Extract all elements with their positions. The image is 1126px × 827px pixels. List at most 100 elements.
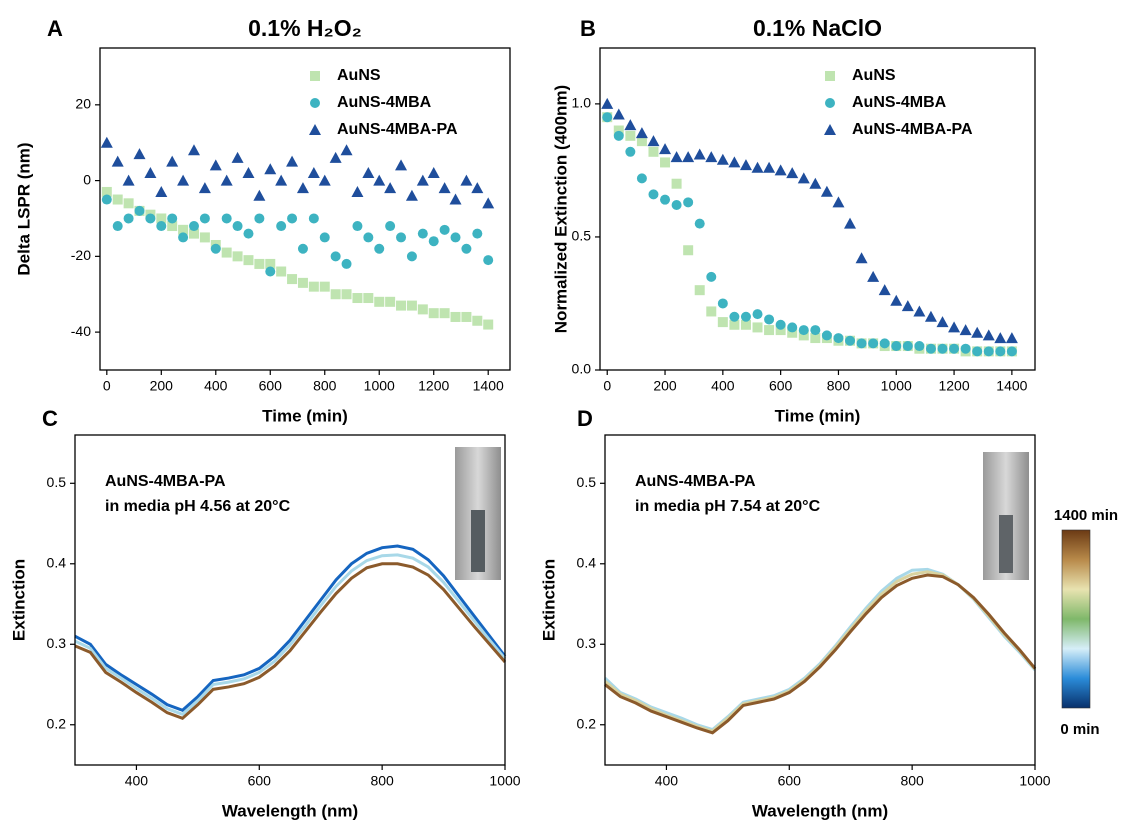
data-point — [221, 247, 232, 258]
data-point — [144, 167, 157, 179]
data-point — [625, 146, 636, 157]
data-point — [845, 335, 856, 346]
y-tick-label: 0.5 — [577, 474, 597, 490]
data-point — [296, 182, 309, 194]
data-point — [972, 346, 983, 357]
data-point — [100, 136, 113, 148]
x-tick-label: 1200 — [418, 378, 449, 394]
data-point — [833, 333, 844, 344]
data-point — [286, 155, 299, 167]
data-point — [890, 294, 903, 306]
data-point — [624, 119, 637, 131]
colorbar — [1061, 529, 1091, 709]
data-point — [925, 343, 936, 354]
annotation: in media pH 4.56 at 20°C — [105, 498, 291, 515]
data-point — [449, 193, 462, 205]
chart-title: 0.1% NaClO — [753, 15, 882, 41]
data-point — [341, 258, 352, 269]
data-point — [717, 317, 728, 328]
data-point — [385, 296, 396, 307]
y-tick-label: 1.0 — [572, 95, 592, 111]
data-point — [221, 213, 232, 224]
data-point — [134, 205, 145, 216]
data-point — [112, 221, 123, 232]
data-point — [123, 213, 134, 224]
legend-label: AuNS — [852, 67, 896, 84]
data-point — [318, 174, 331, 186]
x-tick-label: 400 — [711, 378, 735, 394]
x-axis-label: Time (min) — [262, 406, 348, 425]
data-point — [308, 213, 319, 224]
data-point — [156, 213, 167, 224]
data-point — [232, 251, 243, 262]
data-point — [613, 130, 624, 141]
panel-label: B — [580, 16, 596, 41]
data-point — [914, 341, 925, 352]
data-point — [307, 167, 320, 179]
data-point — [417, 304, 428, 315]
data-point — [341, 289, 352, 300]
y-tick-label: 0.5 — [572, 228, 592, 244]
data-point — [374, 296, 385, 307]
x-tick-label: 1400 — [996, 378, 1027, 394]
data-point — [740, 311, 751, 322]
data-point — [1006, 346, 1017, 357]
data-point — [752, 322, 763, 333]
data-point — [363, 293, 374, 304]
data-point — [199, 232, 210, 243]
data-point — [178, 224, 189, 235]
data-point — [891, 341, 902, 352]
data-point — [243, 228, 254, 239]
data-point — [297, 243, 308, 254]
data-point — [855, 252, 868, 264]
legend-marker — [825, 98, 835, 108]
data-point — [960, 343, 971, 354]
data-point — [636, 173, 647, 184]
data-point — [625, 130, 636, 141]
data-point — [406, 251, 417, 262]
y-tick-label: 0.0 — [572, 361, 592, 377]
data-point — [428, 308, 439, 319]
data-point — [351, 185, 364, 197]
data-point — [438, 182, 451, 194]
data-point — [670, 151, 683, 163]
data-point — [660, 157, 671, 168]
data-point — [660, 194, 671, 205]
inset-photo-d — [983, 452, 1029, 580]
colorbar-label: 0 min — [1060, 721, 1099, 738]
plot-frame — [599, 47, 1036, 371]
data-point — [635, 127, 648, 139]
annotation: in media pH 7.54 at 20°C — [635, 498, 821, 515]
data-point — [682, 151, 695, 163]
data-point — [416, 174, 429, 186]
legend-marker — [824, 124, 836, 135]
data-point — [482, 197, 495, 209]
x-tick-label: 800 — [827, 378, 851, 394]
data-point — [276, 266, 287, 277]
data-point — [728, 156, 741, 168]
data-point — [821, 330, 832, 341]
data-point — [209, 159, 222, 171]
data-point — [187, 144, 200, 156]
data-point — [264, 163, 277, 175]
data-point — [406, 300, 417, 311]
data-point — [287, 274, 298, 285]
data-point — [483, 255, 494, 266]
data-point — [1005, 332, 1018, 344]
data-point — [648, 146, 659, 157]
legend-marker — [310, 98, 320, 108]
legend-label: AuNS-4MBA — [852, 94, 947, 111]
data-point — [949, 343, 960, 354]
data-point — [265, 266, 276, 277]
data-point — [983, 346, 994, 357]
data-point — [602, 112, 613, 123]
data-point — [275, 174, 288, 186]
plot-frame — [604, 434, 1036, 766]
data-point — [330, 251, 341, 262]
data-point — [330, 289, 341, 300]
data-point — [461, 243, 472, 254]
panel-label: A — [47, 16, 63, 41]
x-tick-label: 600 — [778, 773, 802, 789]
data-point — [198, 182, 211, 194]
data-point — [775, 319, 786, 330]
